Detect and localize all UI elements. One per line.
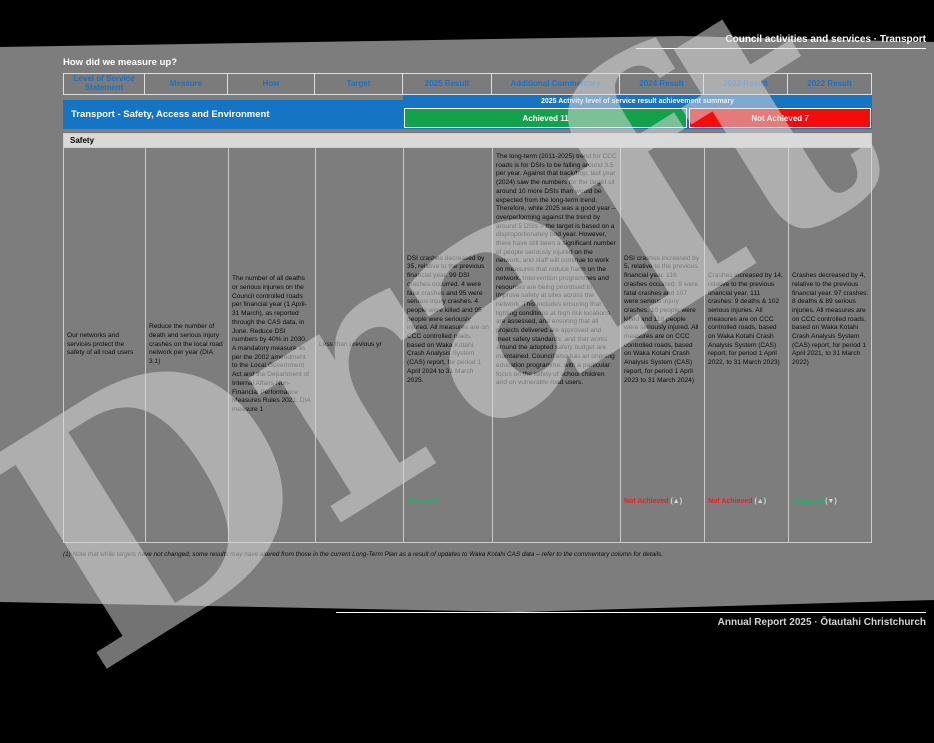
column-header-measure: Measure bbox=[145, 73, 228, 95]
cell-2023-result: Crashes increased by 14, relative to the… bbox=[705, 148, 789, 542]
column-header-2022-result: 2022 Result bbox=[788, 73, 872, 95]
activity-banner-row: Transport - Safety, Access and Environme… bbox=[63, 95, 872, 129]
result-2023-status: Not Achieved (▲) bbox=[708, 497, 766, 506]
result-2022-text: Crashes decreased by 4, relative to the … bbox=[792, 272, 869, 367]
achieved-count-bar: Achieved 11 bbox=[404, 108, 688, 128]
cell-2024-result: DSI crashes increased by 5, relative to … bbox=[621, 148, 705, 542]
status-label: Not Achieved bbox=[708, 497, 753, 505]
result-2024-status: Not Achieved (▲) bbox=[624, 497, 682, 506]
results-table: Level of Service Statement Measure How T… bbox=[63, 73, 872, 543]
column-header-2023-result: 2023 Result bbox=[704, 73, 788, 95]
column-header-how: How bbox=[228, 73, 315, 95]
how-text: The number of all deaths or serious inju… bbox=[232, 275, 311, 413]
result-2024-text: DSI crashes increased by 5, relative to … bbox=[624, 254, 700, 384]
column-header-commentary: Additional Commentary bbox=[492, 73, 620, 95]
table-header-row: Level of Service Statement Measure How T… bbox=[63, 73, 872, 95]
table-footnote: (1) Note that while targets have not cha… bbox=[63, 551, 663, 558]
commentary-text: The long-term (2011-2025) trend for CCC … bbox=[496, 153, 617, 387]
not-achieved-count-bar: Not Achieved 7 bbox=[689, 108, 871, 128]
page-title: How did we measure up? bbox=[63, 57, 178, 68]
cell-2022-result: Crashes decreased by 4, relative to the … bbox=[789, 148, 873, 542]
cell-additional-commentary: The long-term (2011-2025) trend for CCC … bbox=[493, 148, 621, 542]
trend-up-icon: (▲) bbox=[670, 497, 683, 505]
result-2025-status: Achieved bbox=[407, 497, 438, 506]
achievement-summary: 2025 Activity level of service result ac… bbox=[403, 95, 872, 129]
report-page bbox=[0, 36, 934, 612]
status-label: Achieved bbox=[792, 497, 824, 505]
activity-banner: Transport - Safety, Access and Environme… bbox=[63, 100, 403, 129]
trend-up-icon: (▲) bbox=[754, 497, 767, 505]
cell-los-statement: Our networks and services protect the sa… bbox=[64, 148, 146, 542]
achievement-summary-title: 2025 Activity level of service result ac… bbox=[540, 98, 735, 105]
measure-text: Reduce the number of death and serious i… bbox=[149, 323, 223, 366]
column-header-2025-result: 2025 Result bbox=[403, 73, 492, 95]
target-text: Less than previous yr bbox=[319, 340, 382, 348]
trend-down-icon: (▼) bbox=[825, 497, 837, 505]
cell-how: The number of all deaths or serious inju… bbox=[229, 148, 316, 542]
result-2022-status: Achieved (▼) bbox=[792, 497, 837, 506]
cell-target: Less than previous yr bbox=[316, 148, 404, 542]
status-label: Achieved bbox=[407, 497, 439, 505]
column-header-2024-result: 2024 Result bbox=[620, 73, 704, 95]
table-row: Our networks and services protect the sa… bbox=[63, 148, 872, 543]
result-2025-text: DSI crashes decreased by 35, relative to… bbox=[407, 254, 489, 384]
section-band-safety: Safety bbox=[63, 133, 872, 148]
cell-measure: Reduce the number of death and serious i… bbox=[146, 148, 229, 542]
page-header: Council activities and services · Transp… bbox=[636, 34, 926, 49]
los-statement-text: Our networks and services protect the sa… bbox=[67, 331, 134, 357]
result-2023-text: Crashes increased by 14, relative to the… bbox=[708, 272, 783, 367]
cell-2025-result: DSI crashes decreased by 35, relative to… bbox=[404, 148, 493, 542]
page-footer: Annual Report 2025 · Ōtautahi Christchur… bbox=[336, 612, 926, 628]
column-header-target: Target bbox=[315, 73, 403, 95]
column-header-los: Level of Service Statement bbox=[63, 73, 145, 95]
achievement-summary-bars: Achieved 11 Not Achieved 7 bbox=[403, 108, 872, 129]
status-label: Not Achieved bbox=[624, 497, 669, 505]
